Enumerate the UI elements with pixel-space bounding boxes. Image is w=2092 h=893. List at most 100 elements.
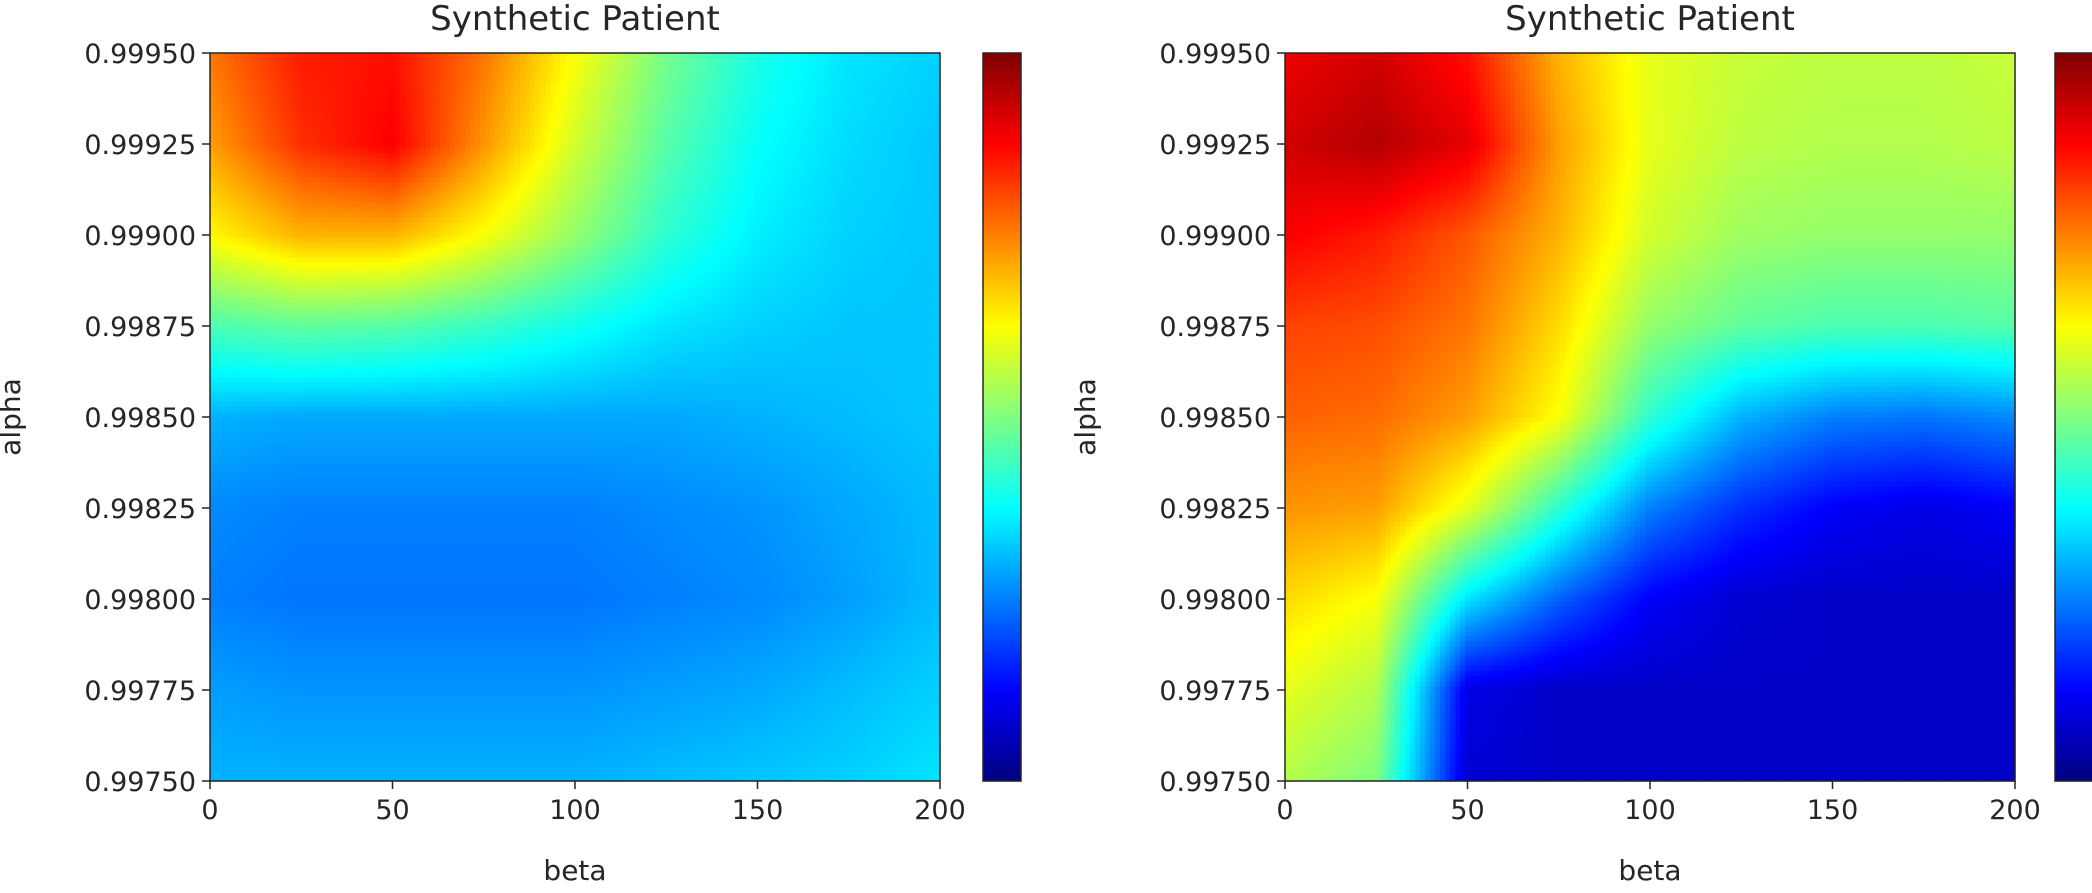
heatmap-cell: [550, 63, 556, 69]
heatmap-cell: [555, 53, 561, 59]
heatmap-cell: [710, 53, 716, 59]
heatmap-cell: [535, 63, 541, 69]
heatmap-cell: [725, 68, 731, 74]
heatmap-cell: [745, 63, 751, 69]
heatmap-cell: [850, 58, 856, 64]
heatmap-cell: [220, 68, 226, 74]
heatmap-cell: [620, 63, 626, 69]
heatmap-cell: [465, 73, 471, 79]
heatmap-cell: [290, 63, 296, 69]
heatmap-cell: [430, 58, 436, 64]
heatmap-cell: [785, 68, 791, 74]
heatmap-cell: [505, 73, 511, 79]
heatmap-cell: [360, 58, 366, 64]
heatmap-cell: [780, 68, 786, 74]
heatmap-cell: [650, 53, 656, 59]
heatmap-cell: [350, 63, 356, 69]
heatmap-cell: [630, 73, 636, 79]
heatmap-cell: [820, 58, 826, 64]
heatmap-cell: [545, 58, 551, 64]
heatmap-cell: [290, 53, 296, 59]
heatmap-cell: [355, 73, 361, 79]
heatmap-cell: [385, 53, 391, 59]
heatmap-cell: [930, 63, 936, 69]
heatmap-cell: [890, 68, 896, 74]
heatmap-cell: [775, 73, 781, 79]
heatmap-cell: [220, 53, 226, 59]
heatmap-cell: [340, 73, 346, 79]
heatmap-cell: [280, 68, 286, 74]
heatmap-cell: [365, 68, 371, 74]
heatmap-cell: [790, 63, 796, 69]
heatmap-cell: [490, 53, 496, 59]
heatmap-cell: [820, 68, 826, 74]
heatmap-cell: [625, 53, 631, 59]
heatmap-cell: [910, 58, 916, 64]
heatmap-cell: [650, 63, 656, 69]
heatmap-cell: [665, 63, 671, 69]
heatmap-cell: [455, 73, 461, 79]
heatmap-cell: [640, 58, 646, 64]
heatmap-cell: [600, 58, 606, 64]
heatmap-cell: [265, 58, 271, 64]
heatmap-cell: [755, 58, 761, 64]
heatmap-cell: [590, 68, 596, 74]
heatmap-cell: [235, 53, 241, 59]
heatmap-cell: [245, 63, 251, 69]
heatmap-cell: [885, 68, 891, 74]
heatmap-cell: [800, 68, 806, 74]
heatmap-cell: [695, 58, 701, 64]
heatmap-cell: [865, 58, 871, 64]
heatmap-cell: [475, 68, 481, 74]
heatmap-cell: [515, 63, 521, 69]
heatmap-cell: [480, 68, 486, 74]
heatmap-cell: [830, 63, 836, 69]
heatmap-cell: [525, 63, 531, 69]
heatmap-cell: [700, 53, 706, 59]
heatmap-cell: [690, 63, 696, 69]
heatmap-cell: [400, 53, 406, 59]
heatmap-cell: [535, 53, 541, 59]
heatmap-cell: [345, 53, 351, 59]
heatmap-cell: [440, 68, 446, 74]
heatmap-cell: [250, 58, 256, 64]
heatmap-cell: [700, 73, 706, 79]
heatmap-cell: [765, 58, 771, 64]
heatmap-cell: [825, 53, 831, 59]
heatmap-cell: [550, 68, 556, 74]
heatmap-cell: [680, 73, 686, 79]
heatmap-cell: [330, 58, 336, 64]
heatmap-cell: [415, 73, 421, 79]
heatmap-cell: [485, 63, 491, 69]
heatmap-cell: [750, 73, 756, 79]
heatmap-cell: [325, 68, 331, 74]
heatmap-cell: [745, 73, 751, 79]
heatmap-cell: [635, 68, 641, 74]
heatmap-cell: [910, 63, 916, 69]
heatmap-cell: [560, 73, 566, 79]
heatmap-cell: [895, 73, 901, 79]
heatmap-cell: [915, 58, 921, 64]
heatmap-cell: [495, 73, 501, 79]
heatmap-cell: [325, 63, 331, 69]
heatmap-cell: [690, 58, 696, 64]
heatmap-cell: [780, 73, 786, 79]
heatmap-cell: [250, 68, 256, 74]
heatmap-cell: [415, 58, 421, 64]
heatmap-cell: [590, 53, 596, 59]
heatmap-cell: [310, 63, 316, 69]
heatmap-cell: [660, 58, 666, 64]
heatmap-cell: [225, 63, 231, 69]
heatmap-cell: [505, 68, 511, 74]
heatmap-cell: [855, 63, 861, 69]
heatmap-cell: [840, 53, 846, 59]
heatmap-cell: [460, 58, 466, 64]
heatmap-cell: [715, 53, 721, 59]
heatmap-cell: [705, 73, 711, 79]
heatmap-cell: [355, 53, 361, 59]
heatmap-cell: [485, 68, 491, 74]
heatmap-cell: [420, 53, 426, 59]
heatmap-cell: [365, 53, 371, 59]
heatmap-cell: [640, 68, 646, 74]
heatmap-cell: [785, 63, 791, 69]
